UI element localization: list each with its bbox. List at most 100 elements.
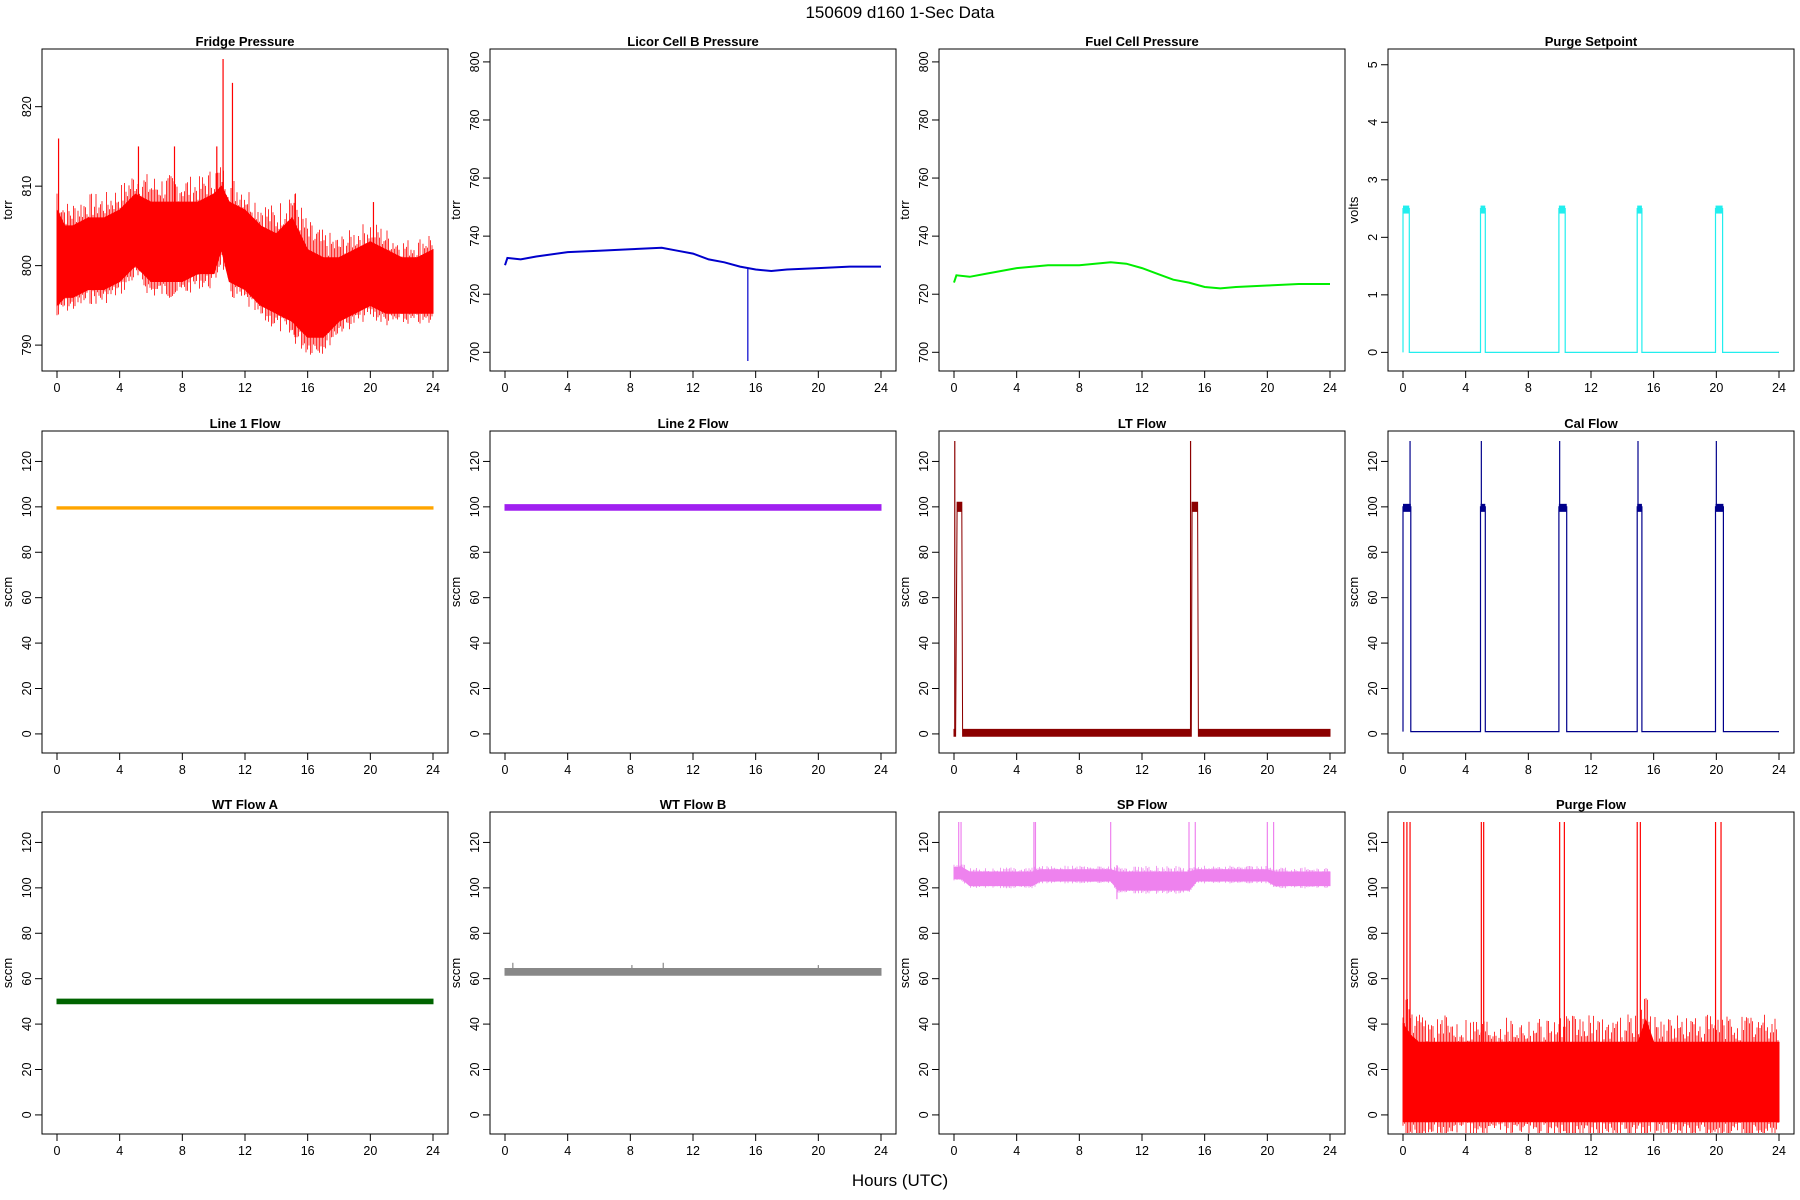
y-tick-label: 0 [468, 730, 482, 737]
y-axis-label: volts [1346, 196, 1361, 223]
x-axis: 0 4 8 12 16 20 24 [951, 370, 1337, 395]
x-tick-label: 8 [1525, 1144, 1532, 1158]
y-tick-label: 0 [917, 1111, 931, 1118]
x-tick-label: 20 [1709, 763, 1723, 777]
x-axis: 0 4 8 12 16 20 24 [54, 370, 440, 395]
panel-frame [489, 48, 897, 372]
y-tick-label: 80 [917, 926, 931, 940]
y-tick-label: 120 [1366, 451, 1380, 472]
series-band [953, 864, 1331, 894]
panel-frame [41, 430, 449, 754]
data-pulse [1715, 205, 1723, 214]
x-axis: 0 4 8 12 16 20 24 [502, 1133, 888, 1158]
panel-sp-flow: SP Flow sccm 0 4 8 12 16 20 24 0 20 40 60 80 100 120 [897, 797, 1346, 1158]
y-tick-label: 100 [1366, 877, 1380, 898]
y-tick-label: 60 [1366, 591, 1380, 605]
y-tick-label: 40 [20, 1017, 34, 1031]
x-axis: 0 4 8 12 16 20 24 [951, 1133, 1337, 1158]
y-tick-label: 780 [917, 110, 931, 131]
series-line [504, 246, 881, 273]
panel-frame [938, 811, 1346, 1135]
x-tick-label: 16 [1198, 1144, 1212, 1158]
x-tick-label: 0 [54, 763, 61, 777]
y-tick-label: 100 [20, 496, 34, 517]
x-tick-label: 0 [502, 1144, 509, 1158]
x-tick-label: 20 [363, 1144, 377, 1158]
data-pulse-line [1402, 506, 1779, 733]
y-axis-label: torr [897, 200, 912, 220]
x-tick-label: 24 [874, 381, 888, 395]
x-tick-label: 20 [1260, 381, 1274, 395]
data-band [504, 504, 882, 511]
panel-title: WT Flow B [660, 797, 726, 812]
panel-frame [1387, 811, 1795, 1135]
x-tick-label: 4 [564, 381, 571, 395]
y-tick-label: 720 [468, 284, 482, 305]
x-tick-label: 24 [1323, 381, 1337, 395]
y-tick-label: 0 [1366, 349, 1380, 356]
x-tick-label: 24 [426, 1144, 440, 1158]
x-tick-label: 12 [686, 1144, 700, 1158]
x-tick-label: 20 [1260, 1144, 1274, 1158]
series-spikes [954, 441, 1192, 734]
x-tick-label: 16 [749, 1144, 763, 1158]
x-tick-label: 4 [116, 381, 123, 395]
y-axis-label: sccm [1346, 577, 1361, 607]
x-tick-label: 8 [1525, 381, 1532, 395]
series-band [56, 506, 434, 510]
x-tick-label: 12 [1135, 1144, 1149, 1158]
y-tick-label: 100 [20, 877, 34, 898]
series-spikes [1409, 441, 1717, 507]
x-tick-label: 16 [1647, 763, 1661, 777]
y-tick-label: 40 [917, 636, 931, 650]
panel-frame [489, 811, 897, 1135]
x-tick-label: 0 [951, 1144, 958, 1158]
panel-frame [938, 48, 1346, 372]
panel-title: Fridge Pressure [196, 34, 295, 49]
x-tick-label: 20 [1260, 763, 1274, 777]
series-band [504, 504, 882, 511]
y-tick-label: 40 [468, 636, 482, 650]
data-pulse-line [1402, 208, 1779, 353]
x-tick-label: 12 [1135, 381, 1149, 395]
data-pulse [1715, 503, 1724, 512]
plot-area [56, 506, 434, 510]
y-tick-label: 780 [468, 110, 482, 131]
panel-frame [41, 48, 449, 372]
y-tick-label: 700 [917, 342, 931, 363]
data-line [504, 246, 881, 273]
plot-area [504, 246, 881, 361]
y-tick-label: 120 [20, 832, 34, 853]
x-tick-label: 12 [1135, 763, 1149, 777]
data-noise [1402, 998, 1779, 1133]
series-spikes [512, 962, 819, 972]
x-tick-label: 0 [951, 763, 958, 777]
x-tick-label: 12 [686, 381, 700, 395]
y-tick-label: 40 [20, 636, 34, 650]
y-tick-label: 760 [917, 168, 931, 189]
x-tick-label: 4 [1462, 381, 1469, 395]
panel-title: Line 2 Flow [658, 416, 730, 431]
y-tick-label: 20 [20, 682, 34, 696]
x-tick-label: 24 [874, 1144, 888, 1158]
x-tick-label: 8 [1076, 763, 1083, 777]
y-tick-label: 760 [468, 168, 482, 189]
y-tick-label: 80 [20, 926, 34, 940]
series-band [504, 968, 882, 976]
panel-title: Purge Setpoint [1545, 34, 1638, 49]
x-tick-label: 16 [301, 1144, 315, 1158]
x-tick-label: 24 [1772, 763, 1786, 777]
figure-xlabel: Hours (UTC) [852, 1171, 948, 1190]
panel-title: LT Flow [1118, 416, 1167, 431]
y-tick-label: 2 [1366, 234, 1380, 241]
data-band [56, 998, 434, 1005]
x-tick-label: 20 [363, 763, 377, 777]
y-tick-label: 80 [20, 545, 34, 559]
x-tick-label: 4 [1462, 1144, 1469, 1158]
series-pulses [1402, 205, 1779, 353]
y-tick-label: 0 [20, 1111, 34, 1118]
plot-area [56, 998, 434, 1005]
x-tick-label: 24 [1323, 1144, 1337, 1158]
